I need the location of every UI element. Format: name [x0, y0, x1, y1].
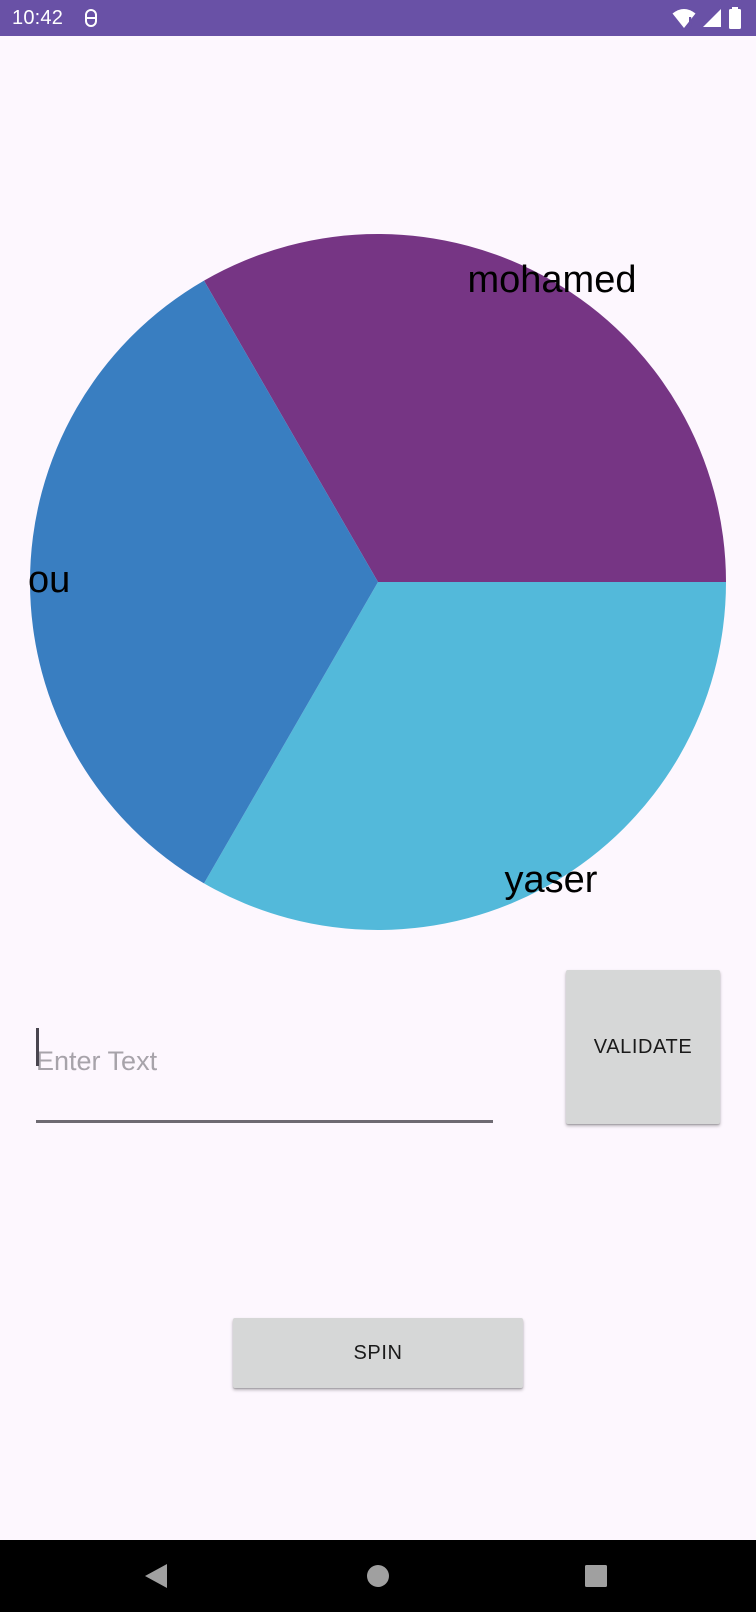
text-cursor: [36, 1028, 39, 1066]
back-button[interactable]: [116, 1540, 196, 1612]
recents-button[interactable]: [556, 1540, 636, 1612]
spin-wheel[interactable]: mohamed yaser ou: [0, 0, 756, 960]
wheel-segment-mohamed: [204, 233, 726, 582]
navigation-bar: [0, 1540, 756, 1612]
wheel-label-yaser: yaser: [505, 859, 598, 901]
cell-signal-icon: [703, 9, 721, 27]
battery-icon: [729, 7, 741, 29]
wheel-segment-ou: [29, 280, 379, 884]
vpn-key-icon: [85, 9, 97, 27]
wifi-icon: [672, 9, 696, 28]
home-icon: [367, 1565, 389, 1587]
wheel-label-ou: ou: [28, 559, 70, 601]
home-button[interactable]: [338, 1540, 418, 1612]
validate-button[interactable]: VALIDATE: [566, 970, 720, 1124]
back-icon: [145, 1564, 167, 1588]
recents-icon: [585, 1565, 607, 1587]
input-underline: [36, 1120, 493, 1123]
wheel-label-mohamed: mohamed: [468, 259, 637, 301]
status-bar: 10:42: [0, 0, 756, 36]
status-icons: [672, 6, 742, 30]
text-input[interactable]: [36, 1036, 492, 1086]
wheel-segment-yaser: [204, 582, 726, 931]
status-time: 10:42: [12, 7, 64, 29]
spin-button[interactable]: SPIN: [233, 1318, 523, 1388]
text-input-container: [36, 1020, 492, 1124]
